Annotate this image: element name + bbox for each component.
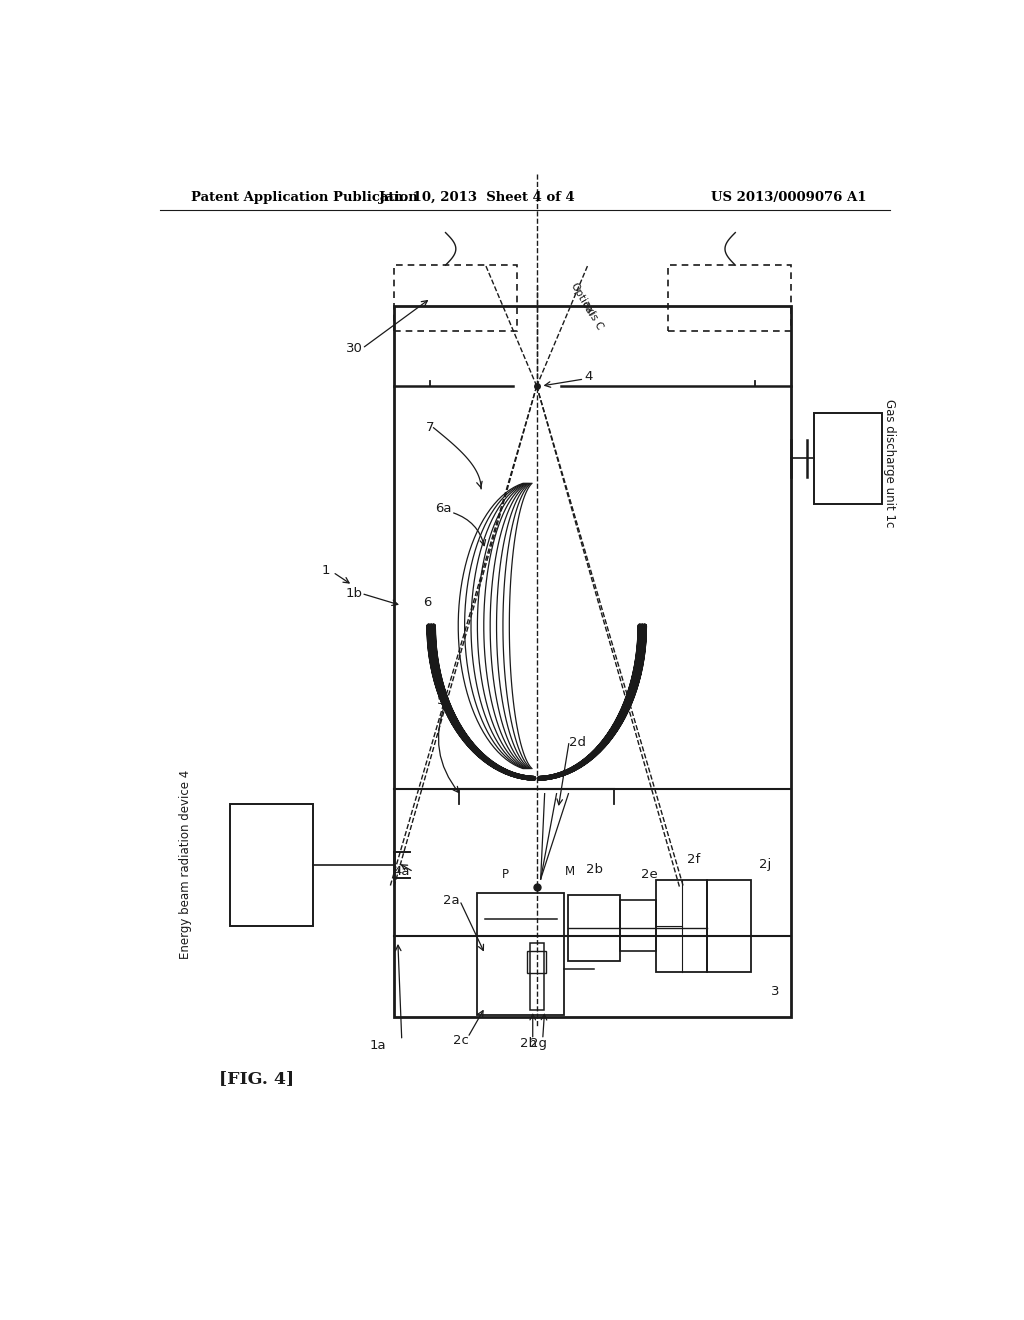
- Text: 2e: 2e: [641, 869, 658, 882]
- Bar: [655, 880, 708, 972]
- Bar: [529, 942, 544, 1010]
- Text: Gas discharge unit 1c: Gas discharge unit 1c: [884, 399, 896, 528]
- Text: 1a: 1a: [370, 1039, 386, 1052]
- Text: 6a: 6a: [435, 502, 452, 515]
- Text: 2j: 2j: [759, 858, 771, 871]
- Bar: [477, 894, 564, 1015]
- Text: 6: 6: [423, 597, 431, 609]
- Text: 2h: 2h: [520, 1038, 538, 1051]
- Text: 1: 1: [322, 564, 331, 577]
- Text: 4a: 4a: [393, 866, 410, 878]
- Text: 2a: 2a: [443, 894, 460, 907]
- Bar: [229, 804, 313, 925]
- Text: 2b: 2b: [586, 863, 603, 876]
- Text: 30: 30: [346, 342, 362, 355]
- Text: Optical: Optical: [568, 281, 596, 318]
- Bar: [394, 306, 791, 1018]
- Bar: [620, 900, 655, 952]
- Text: 2c: 2c: [454, 1034, 469, 1047]
- Bar: [814, 413, 882, 504]
- Text: 1b: 1b: [345, 587, 362, 599]
- Text: 3: 3: [771, 985, 779, 998]
- Text: US 2013/0009076 A1: US 2013/0009076 A1: [711, 190, 866, 203]
- Text: 2d: 2d: [569, 737, 587, 750]
- Text: Jan. 10, 2013  Sheet 4 of 4: Jan. 10, 2013 Sheet 4 of 4: [379, 190, 575, 203]
- Text: [FIG. 4]: [FIG. 4]: [219, 1069, 294, 1086]
- Text: 2g: 2g: [529, 1038, 547, 1051]
- Bar: [527, 950, 546, 973]
- Text: axis C: axis C: [581, 298, 605, 331]
- Text: 5: 5: [437, 693, 445, 706]
- Text: 4: 4: [585, 371, 593, 383]
- Text: M: M: [564, 866, 574, 878]
- Bar: [394, 265, 517, 331]
- Bar: [708, 880, 751, 972]
- Text: Patent Application Publication: Patent Application Publication: [191, 190, 418, 203]
- Text: Energy beam radiation device 4: Energy beam radiation device 4: [178, 770, 191, 960]
- Text: 7: 7: [426, 421, 434, 434]
- Bar: [668, 265, 791, 331]
- Text: 2f: 2f: [687, 853, 700, 866]
- Text: P: P: [502, 869, 509, 882]
- Bar: [568, 895, 621, 961]
